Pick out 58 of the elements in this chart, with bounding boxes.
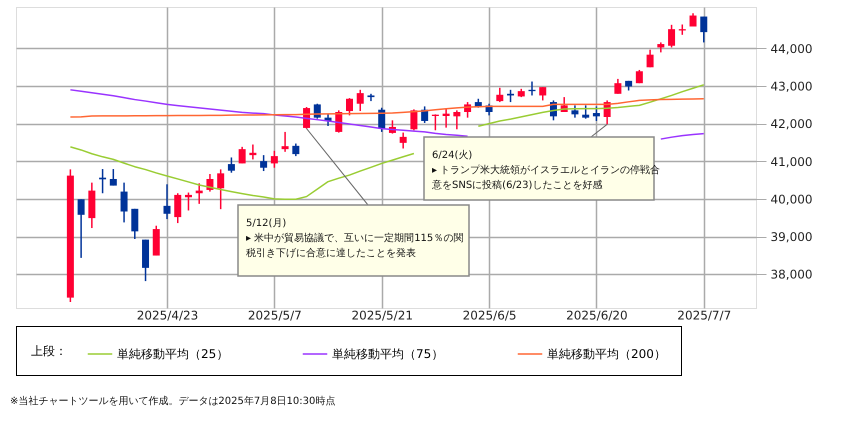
candlestick — [282, 131, 289, 153]
legend-title: 上段： — [31, 344, 67, 358]
y-tick-label: 40,000 — [770, 192, 812, 206]
candlestick — [217, 168, 224, 210]
candlestick — [690, 12, 697, 28]
candlestick — [78, 198, 85, 259]
candlestick — [400, 132, 407, 150]
candlestick — [507, 89, 514, 103]
candlestick — [453, 110, 460, 130]
candlestick — [292, 142, 300, 157]
x-tick-label: 2025/6/20 — [566, 308, 628, 322]
candlestick — [110, 168, 117, 186]
candlestick — [260, 154, 268, 172]
candlestick — [346, 97, 353, 116]
x-tick-label: 2025/7/7 — [677, 308, 732, 322]
candlestick — [582, 104, 590, 120]
candlestick — [539, 86, 546, 102]
annotation: 5/12(月) — [246, 218, 286, 229]
candlestick — [131, 208, 138, 240]
x-tick-label: 2025/5/21 — [351, 308, 413, 322]
legend-label: 単純移動平均（25） — [117, 347, 228, 361]
candlestick — [228, 156, 235, 174]
y-tick-label: 38,000 — [770, 268, 812, 282]
candlestick — [571, 104, 578, 118]
candlestick — [432, 114, 439, 132]
y-tick-label: 42,000 — [770, 117, 812, 132]
annotation: ▸ トランプ米大統領がイスラエルとイランの停戦合意をSNSに投稿(6/23)したことを好感 — [431, 164, 660, 191]
candlestick — [700, 16, 708, 44]
candlestick — [270, 150, 278, 168]
candlestick — [646, 48, 654, 68]
candlestick — [410, 108, 418, 132]
candlestick — [238, 146, 246, 164]
x-tick-label: 2025/5/7 — [248, 308, 302, 322]
y-tick-label: 43,000 — [770, 80, 812, 94]
y-tick-label: 41,000 — [770, 154, 812, 169]
candlestick — [174, 192, 182, 224]
candlestick — [120, 182, 128, 224]
candlestick — [592, 106, 600, 122]
x-tick-label: 2025/4/23 — [136, 308, 198, 322]
candlestick — [668, 24, 676, 48]
candlestick — [636, 69, 643, 84]
candlestick — [356, 89, 364, 112]
candlestick — [614, 78, 622, 95]
legend-label: 単純移動平均（200） — [547, 347, 666, 361]
candlestick — [99, 168, 106, 194]
candlestick — [442, 108, 450, 128]
y-tick-label: 44,000 — [770, 42, 812, 56]
candlestick — [164, 184, 170, 220]
candlestick — [657, 42, 664, 54]
y-tick-label: 39,000 — [770, 230, 812, 244]
candlestick — [678, 24, 686, 36]
annotation: ▸ 米中が貿易協議で、互いに一定期間115％の関税引き下げに合意に達したことを発表 — [246, 232, 464, 259]
candlestick — [496, 87, 504, 103]
annotation: 6/24(火) — [432, 149, 472, 161]
candlestick — [196, 182, 203, 205]
legend-label: 単純移動平均（75） — [332, 347, 444, 361]
text: ※当社チャートツールを用いて作成。データは2025年7月8日10:30時点 — [10, 395, 336, 407]
x-tick-label: 2025/6/5 — [462, 308, 517, 322]
